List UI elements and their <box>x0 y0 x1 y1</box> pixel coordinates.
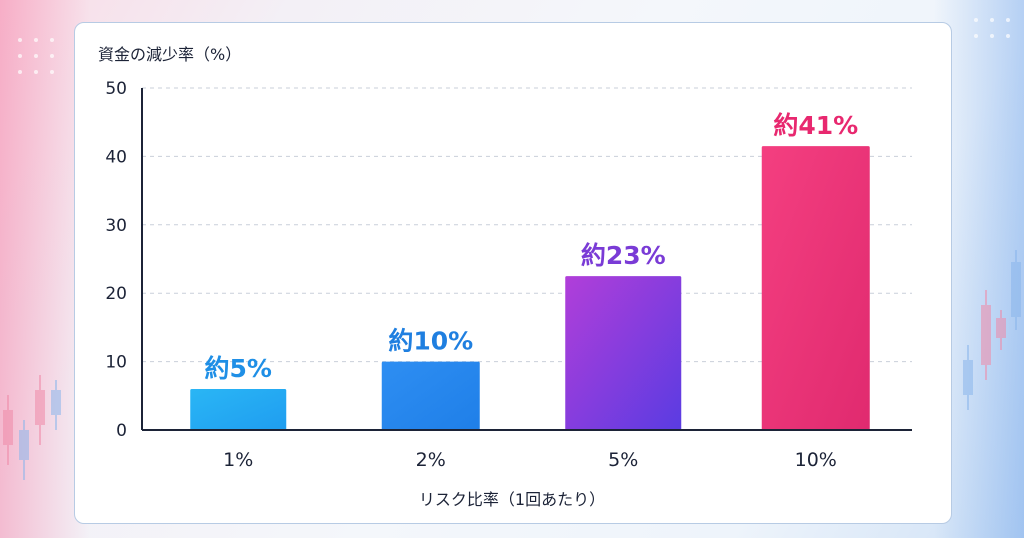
y-tick-label: 50 <box>105 79 127 99</box>
y-tick-label: 20 <box>105 284 127 304</box>
candlestick-decoration-left <box>3 375 61 480</box>
y-tick-label: 10 <box>105 353 127 373</box>
data-label: 約23% <box>581 241 666 270</box>
x-category-label: 10% <box>795 449 837 471</box>
x-axis-title: リスク比率（1回あたり） <box>419 490 605 509</box>
data-label: 約10% <box>388 327 473 356</box>
y-tick-label: 40 <box>105 147 127 167</box>
x-category-label: 5% <box>608 449 638 471</box>
x-category-label: 1% <box>223 449 253 471</box>
candlestick-decoration-right <box>963 250 1021 410</box>
y-axis-ticks: 0 10 20 30 40 50 <box>105 79 127 441</box>
bar <box>761 146 870 430</box>
data-label: 約5% <box>205 354 272 383</box>
y-tick-label: 30 <box>105 216 127 236</box>
data-label: 約41% <box>773 111 858 140</box>
y-tick-label: 0 <box>116 421 127 441</box>
bar <box>565 276 682 430</box>
x-axis-categories: 1% 2% 5% 10% <box>223 449 837 471</box>
data-labels: 約5% 約10% 約23% 約41% <box>205 111 859 383</box>
x-category-label: 2% <box>416 449 446 471</box>
bar <box>190 388 287 430</box>
dot-pattern-decoration <box>18 18 1010 74</box>
bars <box>190 146 870 430</box>
bar <box>381 361 480 430</box>
y-axis-title: 資金の減少率（%） <box>98 45 241 64</box>
